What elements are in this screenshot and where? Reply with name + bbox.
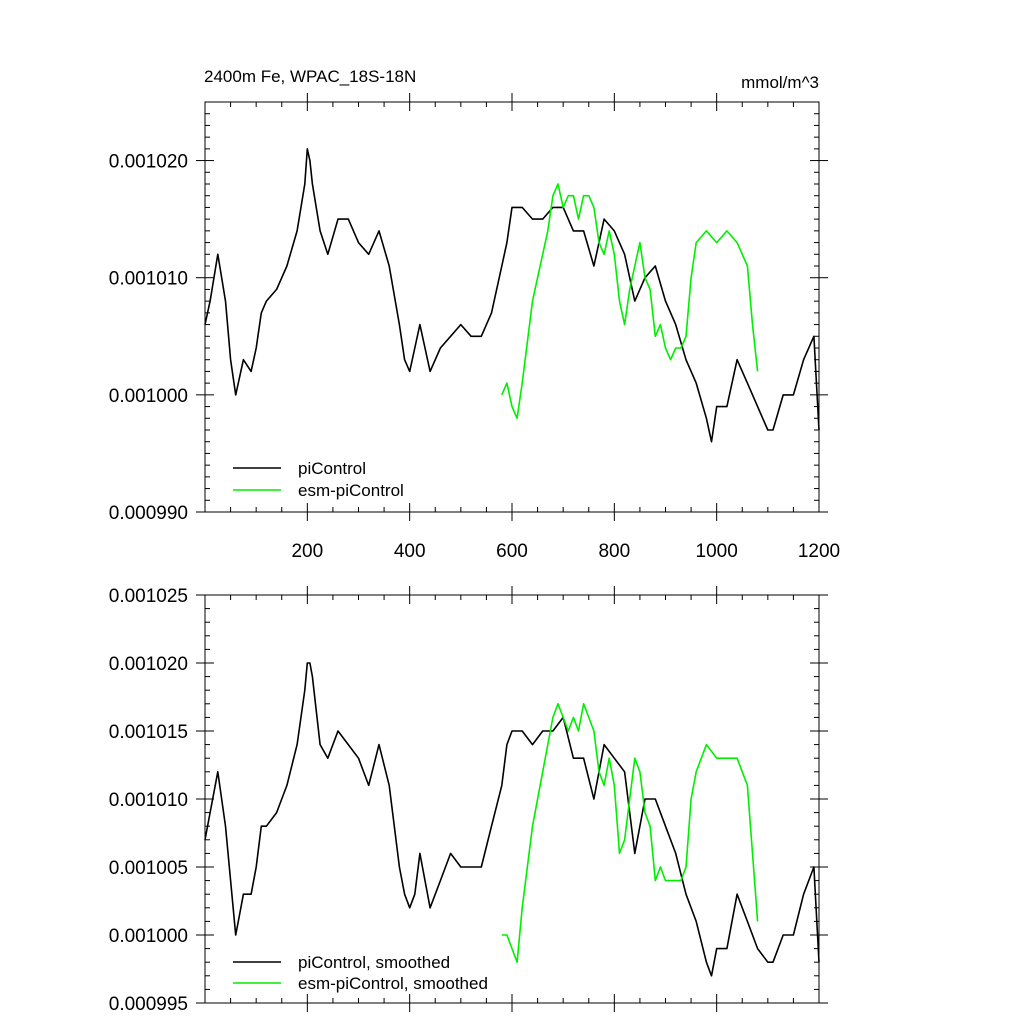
bottom-panel: 0.000995 0.001000 0.001005 0.001010 0.001015… (109, 586, 828, 1015)
y-tick-label: 0.001000 (109, 386, 188, 407)
top-chart-title: 2400m Fe, WPAC_18S-18N (204, 67, 416, 86)
bottom-plot-frame (204, 594, 820, 1004)
series-line-esm-picontrol-smoothed (501, 702, 759, 964)
x-tick-label: 1000 (696, 541, 738, 562)
x-tick-label: 200 (291, 541, 323, 562)
y-tick-label: 0.001025 (109, 586, 188, 607)
y-tick-label: 0.001010 (109, 269, 188, 290)
x-tick-label: 800 (598, 541, 630, 562)
y-tick-label: 0.001010 (109, 790, 188, 811)
top-chart-units: mmol/m^3 (741, 73, 819, 92)
bottom-y-tick-labels: 0.000995 0.001000 0.001005 0.001010 0.001015… (109, 586, 188, 1015)
top-minor-ticks (196, 93, 828, 521)
x-tick-label: 600 (496, 541, 528, 562)
y-tick-label: 0.001005 (109, 858, 188, 879)
bottom-legend: piControl, smoothed esm-piControl, smoot… (233, 953, 488, 993)
top-series-lines (204, 148, 820, 443)
top-plot-frame (204, 101, 820, 513)
series-line-picontrol-smoothed (204, 662, 820, 977)
y-tick-label: 0.001020 (109, 654, 188, 675)
legend-label-picontrol-smoothed: piControl, smoothed (298, 953, 450, 972)
legend-label-esm-picontrol-smoothed: esm-piControl, smoothed (298, 974, 488, 993)
top-panel: 2400m Fe, WPAC_18S-18N mmol/m^3 200 400 60… (109, 67, 840, 562)
top-x-tick-labels: 200 400 600 800 1000 1200 (291, 541, 840, 562)
x-tick-label: 1200 (798, 541, 840, 562)
y-tick-label: 0.001020 (109, 152, 188, 173)
y-tick-label: 0.000990 (109, 503, 188, 524)
series-line-picontrol (204, 148, 820, 443)
top-legend: piControl esm-piControl (233, 459, 404, 500)
legend-label-esm-picontrol: esm-piControl (298, 481, 404, 500)
legend-label-picontrol: piControl (298, 459, 366, 478)
top-y-tick-labels: 0.000990 0.001000 0.001010 0.001020 (109, 152, 188, 524)
y-tick-label: 0.001015 (109, 722, 188, 743)
y-tick-label: 0.001000 (109, 926, 188, 947)
y-tick-label: 0.000995 (109, 994, 188, 1015)
series-line-esm-picontrol (501, 183, 759, 420)
bottom-series-lines (204, 662, 820, 977)
x-tick-label: 400 (394, 541, 426, 562)
